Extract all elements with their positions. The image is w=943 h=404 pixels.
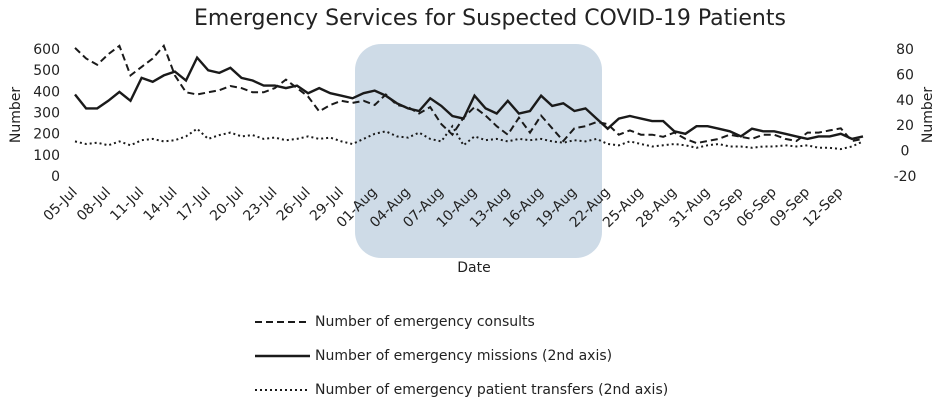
y-tick-label: 0 [51,169,60,185]
x-tick-label: 08-Jul [74,184,114,224]
x-tick-label: 17-Jul [174,184,214,224]
chart-title: Emergency Services for Suspected COVID-1… [194,6,786,31]
y-tick-label: 200 [33,127,60,143]
x-tick-label: 23-Jul [240,184,280,224]
y-tick-label: 500 [33,63,60,79]
y2-axis-label: Number [920,87,936,143]
y-tick-label: 400 [33,84,60,100]
y-tick-label: 300 [33,106,60,122]
legend-label: Number of emergency consults [315,314,535,330]
y2-tick-label: 60 [896,67,914,83]
y2-tick-label: 80 [896,42,914,58]
x-tick-label: 26-Jul [274,184,314,224]
series-line [74,55,864,141]
x-tick-label: 14-Jul [141,184,181,224]
x-tick-label: 20-Jul [207,184,247,224]
y2-tick-label: 40 [896,93,914,109]
y-tick-label: 100 [33,148,60,164]
y-tick-label: 600 [33,42,60,58]
series-line [74,43,864,145]
y-axis-label: Number [8,87,24,143]
y2-tick-label: 20 [896,118,914,134]
x-tick-label: 05-Jul [41,184,81,224]
legend-label: Number of emergency patient transfers (2… [315,382,668,398]
x-tick-label: 11-Jul [107,184,147,224]
y2-tick-label: 0 [901,144,910,160]
legend-label: Number of emergency missions (2nd axis) [315,348,612,364]
x-axis-label: Date [457,260,490,276]
series-line [74,124,864,151]
y2-tick-label: -20 [894,169,917,185]
